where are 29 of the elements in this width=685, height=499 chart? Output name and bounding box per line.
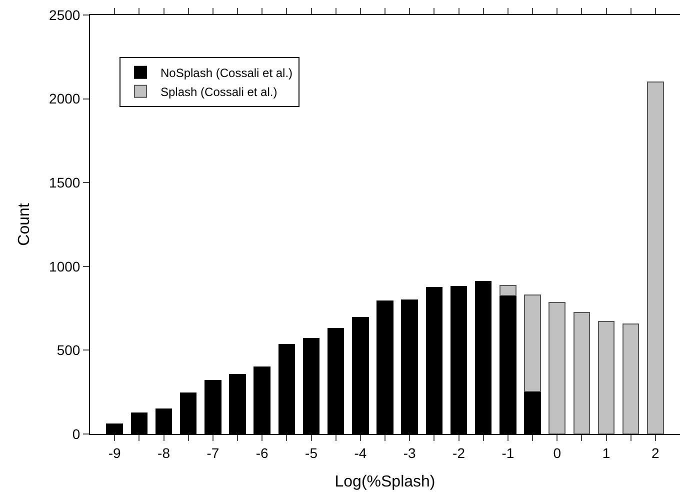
y-tick-label: 2500 <box>49 6 80 23</box>
x-tick-label: -7 <box>206 444 220 461</box>
y-tick-label: 0 <box>72 426 80 442</box>
bar <box>524 294 541 392</box>
x-tick-label: -5 <box>305 444 318 461</box>
x-tick-label: -1 <box>502 444 514 461</box>
x-tick-label: -4 <box>354 444 367 461</box>
x-tick-label: -6 <box>256 444 269 461</box>
bar <box>573 312 590 434</box>
x-tick-label: 1 <box>602 444 610 461</box>
bar <box>647 82 664 434</box>
bar <box>622 324 640 434</box>
y-tick-label: 500 <box>56 342 80 358</box>
bar <box>598 321 615 434</box>
x-tick-label: 0 <box>553 444 562 461</box>
y-tick-label: 2000 <box>49 90 80 107</box>
bar <box>500 285 516 296</box>
y-tick-label: 1000 <box>49 258 80 274</box>
x-axis-title: Log(%Splash) <box>334 474 436 490</box>
x-tick-label: -8 <box>158 444 170 461</box>
x-tick-label: -2 <box>452 444 466 461</box>
y-axis-title: Count <box>16 202 33 246</box>
legend-label: NoSplash (Cossali et al.) <box>160 66 293 80</box>
legend-label: Splash (Cossali et al.) <box>160 85 278 100</box>
x-tick-label: 2 <box>652 444 660 461</box>
bar <box>548 302 566 434</box>
x-tick-label: -3 <box>403 444 416 461</box>
y-tick-label: 1500 <box>49 174 80 190</box>
x-tick-label: -9 <box>108 444 122 461</box>
